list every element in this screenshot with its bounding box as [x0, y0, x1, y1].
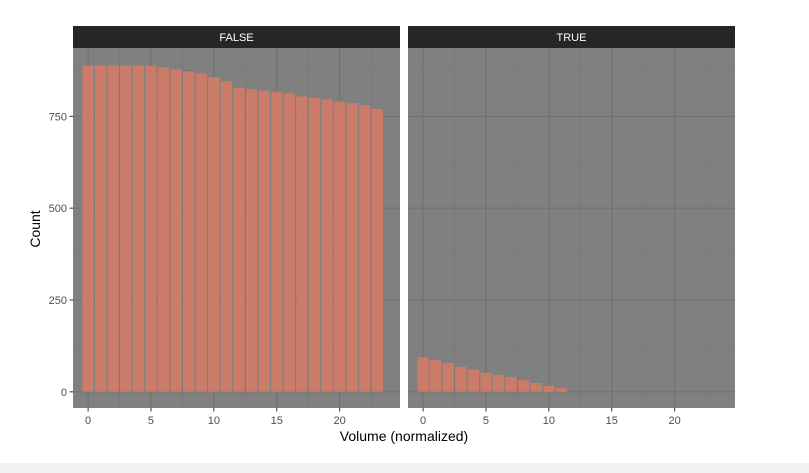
facet-panel-false: FALSE 0 5 10 15 20: [73, 26, 400, 427]
bar-false-4: [132, 65, 145, 392]
y-tick-label: 0: [61, 387, 67, 399]
x-tick-label: 10: [543, 415, 555, 427]
facet-panel-true: TRUE 0 5 10 15 20: [408, 26, 735, 427]
facet-strip: [73, 26, 400, 48]
y-tick-label: 750: [49, 111, 67, 123]
bar-false-5: [145, 65, 157, 392]
bar-true-1: [430, 360, 442, 392]
bar-false-8: [183, 71, 195, 392]
x-tick-label: 0: [420, 415, 426, 427]
bar-true-11: [555, 388, 568, 392]
faceted-bar-chart: FALSE 0 5 10 15 20 TRUE 0 5 10 15 20 0 250 500 750 Cou…: [27, 26, 735, 444]
bar-false-22: [359, 105, 371, 392]
bar-false-10: [208, 77, 220, 392]
bar-false-18: [308, 97, 321, 392]
x-tick-label: 5: [148, 415, 154, 427]
x-tick-label: 0: [85, 415, 91, 427]
y-axis-title: Count: [27, 210, 43, 247]
bar-true-8: [518, 380, 530, 392]
bar-false-7: [170, 69, 182, 392]
bar-false-20: [333, 101, 346, 392]
bar-true-0: [417, 357, 429, 392]
bar-true-3: [455, 366, 467, 392]
facet-strip: [408, 26, 735, 48]
bar-false-9: [195, 73, 207, 392]
x-tick-label: 5: [483, 415, 489, 427]
x-tick-label: 15: [606, 415, 618, 427]
bar-false-3: [120, 65, 132, 392]
panel-background: [408, 48, 735, 408]
bar-true-9: [530, 383, 542, 392]
window-bottom-strip: [0, 463, 809, 473]
x-tick-label: 20: [334, 415, 346, 427]
bar-false-12: [233, 87, 245, 392]
bar-false-19: [321, 99, 333, 392]
x-tick-label: 15: [271, 415, 283, 427]
bar-false-13: [245, 89, 258, 392]
bar-false-11: [220, 81, 233, 392]
bar-false-14: [258, 90, 270, 392]
bar-true-4: [467, 369, 480, 392]
x-tick-label: 10: [208, 415, 220, 427]
facet-strip-label: TRUE: [557, 32, 587, 44]
bar-false-15: [271, 92, 283, 392]
y-tick-label: 250: [49, 295, 67, 307]
bar-false-16: [283, 93, 295, 392]
bar-true-6: [492, 374, 505, 392]
bar-false-23: [371, 108, 384, 392]
y-tick-label: 500: [49, 203, 67, 215]
bar-false-0: [82, 65, 94, 392]
x-tick-label: 20: [669, 415, 681, 427]
facet-strip-label: FALSE: [219, 32, 253, 44]
bar-true-10: [543, 385, 555, 392]
bar-true-7: [505, 377, 517, 392]
x-axis-title: Volume (normalized): [340, 428, 468, 444]
bar-true-2: [442, 363, 454, 392]
bar-false-6: [157, 67, 170, 392]
bar-true-5: [480, 372, 492, 392]
bar-false-1: [95, 65, 107, 392]
bar-false-17: [296, 96, 308, 392]
bar-false-2: [107, 65, 119, 392]
bar-false-21: [346, 103, 358, 392]
